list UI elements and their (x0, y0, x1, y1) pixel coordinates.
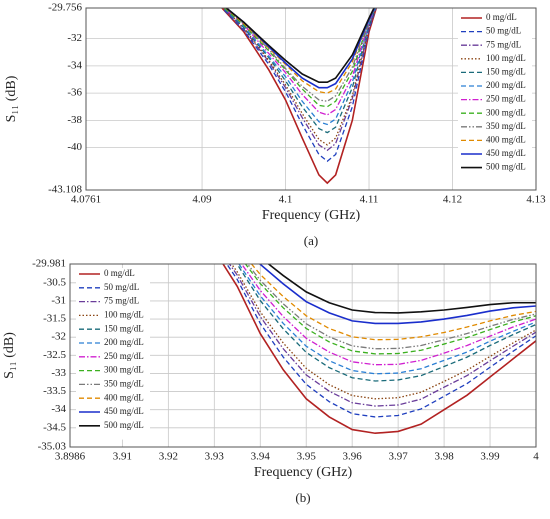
legend-box (76, 268, 150, 440)
plot-frame (85, 7, 537, 191)
legend-label: 150 mg/dL (486, 66, 526, 76)
y-tick-label: -33 (51, 367, 66, 379)
series-line (223, 8, 376, 108)
plot-lines (220, 8, 378, 185)
legend-label: 0 mg/dL (104, 268, 135, 278)
series-line (223, 8, 376, 126)
x-axis-label: Frequency (GHz) (254, 465, 353, 480)
y-tick-label: -29.756 (48, 2, 82, 14)
y-axis-label: S₁₁ (dB) (2, 332, 17, 379)
y-tick-label: -33.5 (43, 385, 66, 397)
legend-label: 100 mg/dL (486, 53, 526, 63)
legend-box (458, 12, 532, 182)
legend-label: 450 mg/dL (486, 148, 526, 158)
plot-frame (69, 263, 537, 448)
x-tick-label: 4.13 (526, 194, 546, 206)
legend-label: 300 mg/dL (104, 365, 144, 375)
legend-label: 50 mg/dL (486, 26, 521, 36)
x-tick-label: 4.12 (443, 194, 462, 206)
y-tick-label: -35.03 (38, 441, 67, 453)
series-line (267, 264, 536, 314)
x-tick-label: 3.96 (343, 451, 363, 463)
x-tick-label: 3.97 (389, 451, 409, 463)
legend-label: 350 mg/dL (104, 378, 144, 388)
y-axis-label: S₁₁ (dB) (4, 75, 19, 122)
series-line (238, 264, 536, 375)
legend-label: 50 mg/dL (104, 282, 139, 292)
legend-label: 200 mg/dL (486, 80, 526, 90)
series-line (222, 8, 377, 134)
legend-label: 400 mg/dL (486, 134, 526, 144)
legend-label: 500 mg/dL (104, 420, 144, 430)
x-tick-label: 3.99 (480, 451, 500, 463)
y-tick-label: -43.108 (48, 184, 82, 196)
legend-label: 100 mg/dL (104, 309, 144, 319)
x-tick-label: 3.8986 (55, 451, 86, 463)
x-tick-label: 4.11 (360, 194, 379, 206)
y-tick-label: -40 (67, 141, 82, 153)
series-line (223, 8, 376, 116)
legend-label: 250 mg/dL (486, 94, 526, 104)
y-tick-label: -34 (51, 403, 66, 415)
x-tick-label: 3.93 (205, 451, 225, 463)
legend-label: 0 mg/dL (486, 12, 517, 22)
series-line (220, 8, 378, 185)
series-line (222, 8, 377, 152)
x-tick-label: 4.09 (192, 194, 212, 206)
y-tick-label: -31.5 (43, 313, 66, 325)
series-line (222, 8, 377, 146)
legend-label: 250 mg/dL (104, 351, 144, 361)
series-line (222, 264, 536, 435)
y-tick-label: -31 (51, 294, 66, 306)
legend-label: 400 mg/dL (104, 392, 144, 402)
series-line (246, 264, 536, 350)
series-line (226, 264, 536, 418)
legend-label: 500 mg/dL (486, 162, 526, 172)
series-line (228, 264, 536, 407)
series-line (224, 8, 376, 94)
series-line (250, 264, 536, 341)
legend-label: 75 mg/dL (104, 296, 139, 306)
y-tick-label: -34 (67, 59, 82, 71)
series-line (244, 264, 536, 355)
plot-lines (222, 264, 536, 435)
legend-label: 75 mg/dL (486, 39, 521, 49)
y-tick-label: -30.5 (43, 276, 66, 288)
x-tick-label: 3.91 (113, 451, 132, 463)
legend-label: 200 mg/dL (104, 337, 144, 347)
y-tick-label: -34.5 (43, 421, 66, 433)
legend-label: 350 mg/dL (486, 121, 526, 131)
x-tick-label: 3.95 (297, 451, 317, 463)
series-line (225, 8, 375, 84)
x-axis-label: Frequency (GHz) (262, 208, 361, 223)
x-tick-label: 3.98 (434, 451, 454, 463)
x-tick-label: 4 (533, 451, 539, 463)
series-line (221, 8, 377, 163)
y-tick-label: -38 (67, 114, 82, 126)
y-tick-label: -32.5 (43, 349, 66, 361)
y-tick-label: -32 (67, 32, 82, 44)
series-line (236, 264, 536, 382)
caption: (a) (304, 233, 318, 248)
caption: (b) (295, 490, 310, 505)
y-tick-label: -36 (67, 87, 82, 99)
legend-label: 150 mg/dL (104, 323, 144, 333)
x-tick-label: 4.1 (279, 194, 293, 206)
legend-label: 450 mg/dL (104, 406, 144, 416)
series-line (230, 264, 536, 400)
y-tick-label: -29.981 (32, 258, 66, 270)
x-tick-label: 3.92 (159, 451, 178, 463)
x-tick-label: 4.0761 (71, 194, 101, 206)
series-line (258, 264, 536, 325)
y-tick-label: -32 (51, 331, 66, 343)
x-tick-label: 3.94 (251, 451, 271, 463)
legend-label: 300 mg/dL (486, 107, 526, 117)
